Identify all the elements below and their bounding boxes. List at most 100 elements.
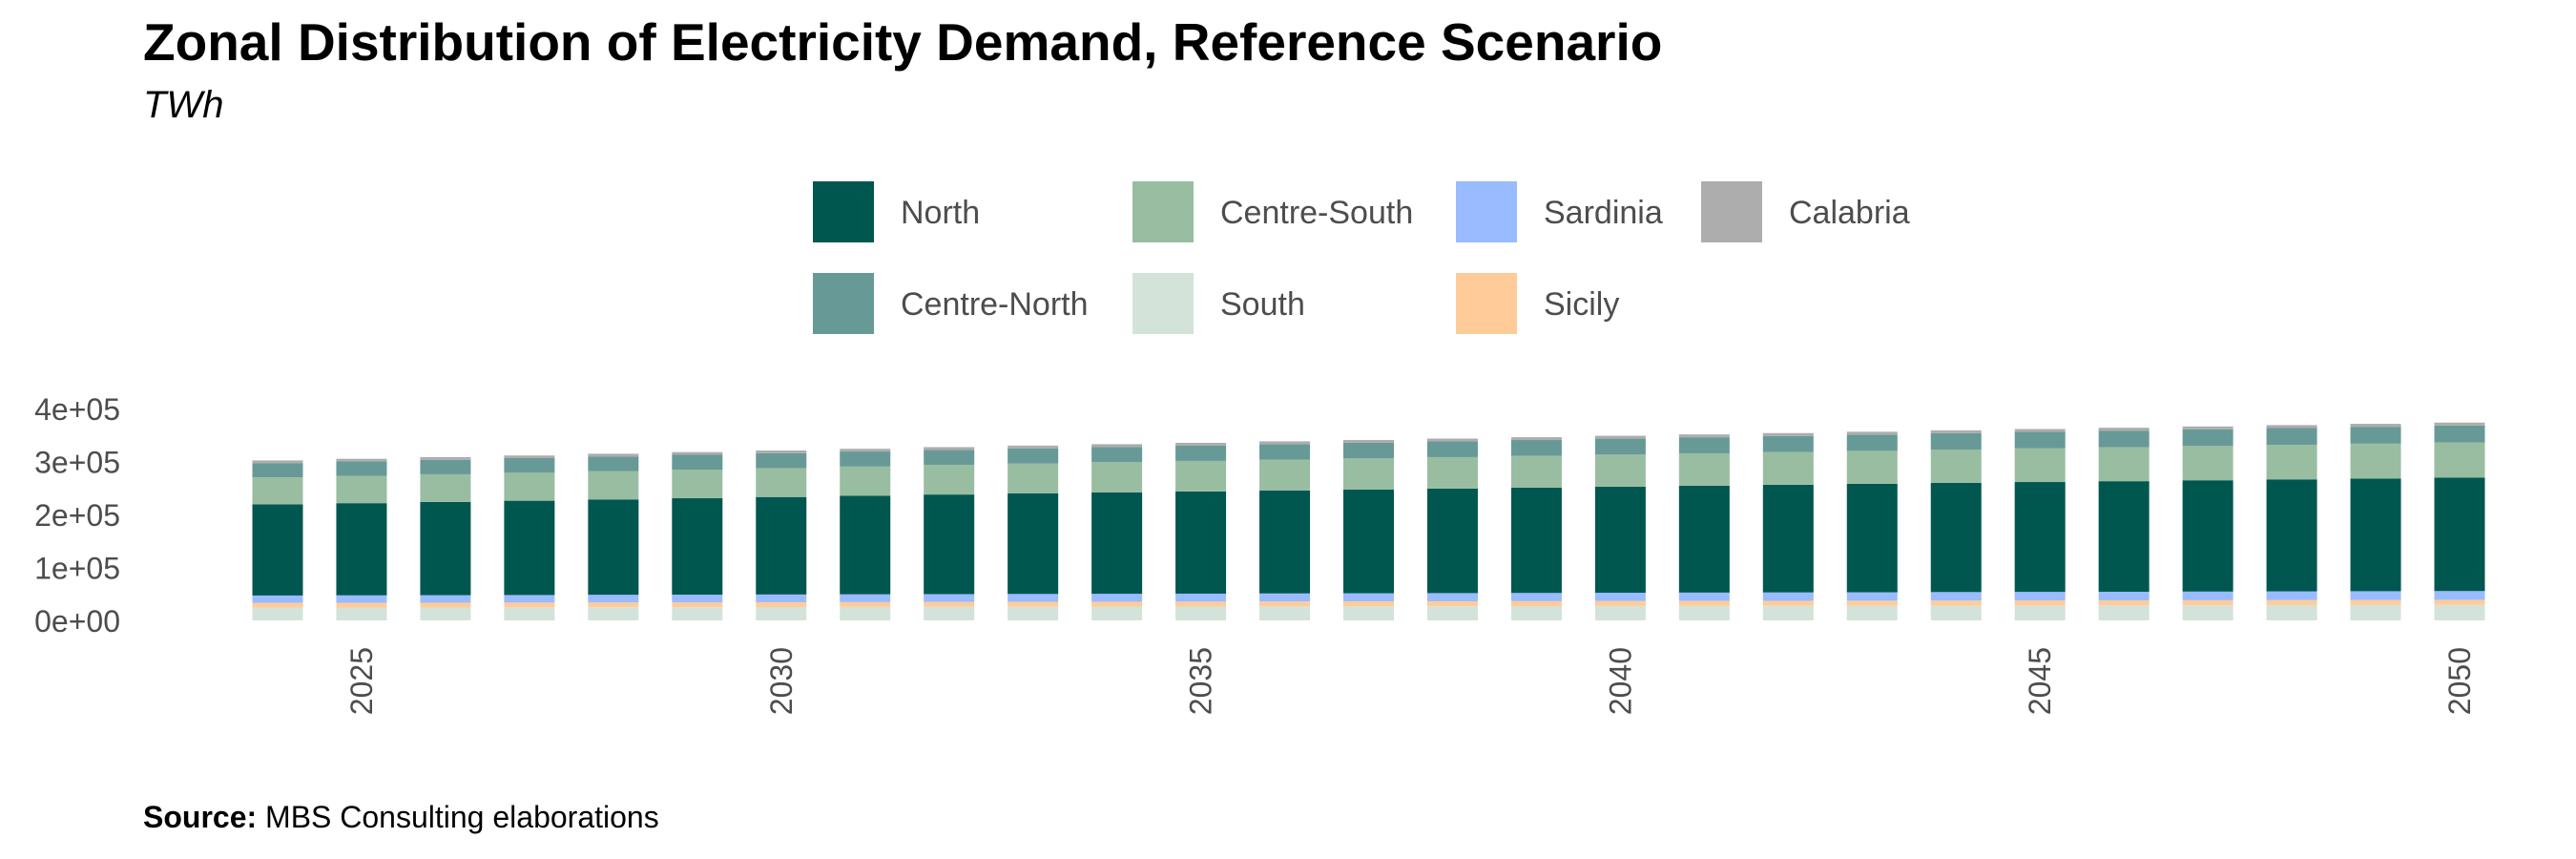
y-tick-label: 2e+05 xyxy=(34,498,120,533)
bar-segment-calabria xyxy=(1426,438,1478,442)
bar-segment-north xyxy=(1930,482,1982,593)
bar-segment-south xyxy=(1678,605,1730,620)
bar-segment-sicily xyxy=(1930,600,1982,606)
bar-segment-centre-north xyxy=(1594,438,1646,455)
y-tick-label: 0e+00 xyxy=(34,604,120,639)
bar-segment-centre-north xyxy=(504,458,555,473)
bar-segment-north xyxy=(1091,492,1143,595)
bar-stack-2026 xyxy=(420,456,471,620)
bar-segment-sicily xyxy=(504,602,555,608)
bar-segment-north xyxy=(1343,489,1394,594)
chart-subtitle: TWh xyxy=(143,84,224,126)
bar-segment-sardinia xyxy=(1343,593,1394,602)
bar-stack-2046 xyxy=(2098,428,2150,620)
bar-segment-centre-south xyxy=(2014,448,2066,483)
bar-segment-centre-north xyxy=(2098,430,2150,448)
bar-segment-centre-north xyxy=(420,459,471,474)
bar-stack-2045 xyxy=(2014,429,2066,620)
bar-segment-south xyxy=(1846,605,1898,620)
bar-segment-centre-south xyxy=(2266,445,2317,480)
bar-segment-sardinia xyxy=(1175,593,1227,602)
bar-segment-sicily xyxy=(840,601,891,607)
bar-segment-centre-south xyxy=(1846,450,1898,484)
bar-segment-north xyxy=(1594,486,1646,594)
bar-segment-south xyxy=(924,606,975,620)
bar-segment-calabria xyxy=(924,447,975,450)
bar-segment-centre-south xyxy=(1930,450,1982,483)
bar-segment-sardinia xyxy=(1426,593,1478,601)
bar-segment-sardinia xyxy=(2182,591,2233,600)
bar-segment-centre-north xyxy=(2182,429,2233,447)
legend-swatch xyxy=(1456,273,1517,334)
y-tick-label: 3e+05 xyxy=(34,446,120,480)
bar-segment-north xyxy=(1678,485,1730,593)
bar-segment-north xyxy=(1175,491,1227,594)
bar-segment-south xyxy=(1259,606,1311,620)
bar-segment-sicily xyxy=(924,601,975,607)
x-tick-label: 2030 xyxy=(764,647,799,715)
bar-segment-sicily xyxy=(1678,600,1730,606)
x-tick-label: 2050 xyxy=(2442,647,2477,715)
bar-segment-south xyxy=(2014,605,2066,620)
bar-segment-centre-north xyxy=(336,461,387,476)
bar-segment-south xyxy=(1594,605,1646,620)
bar-segment-sicily xyxy=(1510,600,1562,607)
bar-segment-centre-north xyxy=(1008,448,1059,464)
bar-segment-centre-north xyxy=(756,452,807,469)
bar-segment-sardinia xyxy=(336,595,387,603)
bar-segment-north xyxy=(588,499,639,596)
bar-segment-centre-south xyxy=(504,472,555,501)
legend-label: North xyxy=(901,195,980,231)
bar-segment-calabria xyxy=(504,455,555,459)
bar-segment-north xyxy=(2266,479,2317,592)
bar-stack-2027 xyxy=(504,455,555,620)
bar-segment-south xyxy=(420,607,471,620)
bar-segment-centre-north xyxy=(1175,445,1227,461)
bar-stack-2031 xyxy=(840,449,891,620)
bar-stack-2036 xyxy=(1259,441,1311,620)
bar-segment-centre-south xyxy=(1008,463,1059,493)
legend: North Centre-North Centre-South South Sardin… xyxy=(813,181,1910,334)
bar-segment-south xyxy=(1343,606,1394,620)
bar-stack-2032 xyxy=(924,447,975,620)
bar-segment-sicily xyxy=(252,602,303,608)
bar-segment-sicily xyxy=(1008,601,1059,607)
bar-segment-south xyxy=(1930,605,1982,620)
legend-item-calabria: Calabria xyxy=(1701,181,1910,242)
bar-segment-centre-north xyxy=(672,454,723,471)
x-tick-label: 2025 xyxy=(344,647,379,715)
bar-segment-centre-south xyxy=(252,477,303,505)
bars xyxy=(252,422,2485,621)
bar-segment-south xyxy=(2098,605,2150,620)
chart-title: Zonal Distribution of Electricity Demand… xyxy=(143,12,1663,72)
bar-stack-2038 xyxy=(1426,438,1478,620)
bar-segment-centre-north xyxy=(1762,435,1814,452)
bar-segment-centre-south xyxy=(672,470,723,499)
bar-stack-2044 xyxy=(1930,430,1982,620)
bar-stack-2025 xyxy=(336,458,387,620)
bar-segment-calabria xyxy=(1846,431,1898,435)
bar-segment-calabria xyxy=(2350,424,2401,428)
bar-segment-sardinia xyxy=(1259,593,1311,602)
bar-segment-north xyxy=(420,501,471,596)
bar-segment-calabria xyxy=(1175,442,1227,446)
bar-segment-calabria xyxy=(756,450,807,453)
bar-segment-south xyxy=(504,607,555,620)
bar-segment-calabria xyxy=(336,458,387,462)
legend-label: Centre-North xyxy=(901,286,1089,323)
x-tick-label: 2045 xyxy=(2023,647,2057,715)
bar-segment-calabria xyxy=(1930,430,1982,433)
legend-swatch xyxy=(813,181,874,242)
bar-segment-sardinia xyxy=(1678,592,1730,601)
bar-segment-south xyxy=(2434,604,2485,620)
bar-segment-centre-south xyxy=(2098,447,2150,482)
bar-stack-2050 xyxy=(2434,422,2485,620)
bar-segment-centre-north xyxy=(1426,441,1478,457)
bar-segment-north xyxy=(2014,482,2066,593)
bar-segment-calabria xyxy=(420,456,471,460)
bar-segment-sicily xyxy=(2098,599,2150,606)
bar-stack-2039 xyxy=(1510,437,1562,620)
bar-segment-sicily xyxy=(588,602,639,608)
bar-segment-sardinia xyxy=(2350,591,2401,600)
